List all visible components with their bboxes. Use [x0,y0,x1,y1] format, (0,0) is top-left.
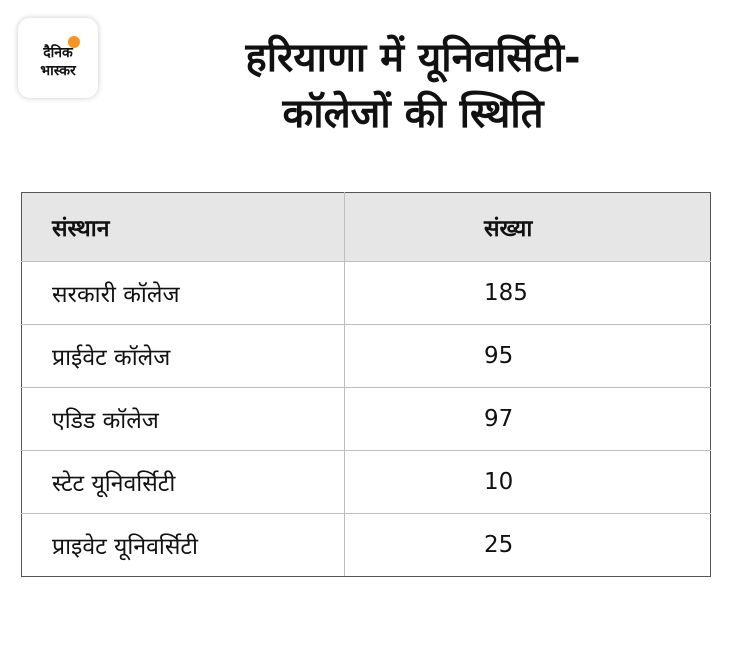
table-row: स्टेट यूनिवर्सिटी 10 [21,450,711,514]
logo-line-2: भास्कर [40,63,76,79]
row-count: 10 [344,450,711,514]
row-count: 185 [344,261,711,325]
table-header-row: संस्थान संख्या [21,192,711,262]
row-name: एडिड कॉलेज [21,387,345,451]
logo-line-1: दैनिक [43,45,73,61]
table-row: प्राइवेट यूनिवर्सिटी 25 [21,513,711,577]
table-row: प्राईवेट कॉलेज 95 [21,324,711,388]
title-line-1: हरियाणा में यूनिवर्सिटी- [245,35,581,81]
header-count: संख्या [344,192,711,262]
row-name: सरकारी कॉलेज [21,261,345,325]
row-count: 97 [344,387,711,451]
table-row: एडिड कॉलेज 97 [21,387,711,451]
row-name: प्राईवेट कॉलेज [21,324,345,388]
table-row: सरकारी कॉलेज 185 [21,261,711,325]
header-institution: संस्थान [21,192,345,262]
dainik-bhaskar-logo: दैनिक भास्कर [18,18,98,98]
row-count: 95 [344,324,711,388]
page-title: हरियाणा में यूनिवर्सिटी- कॉलेजों की स्थि… [118,30,708,142]
row-name: प्राइवेट यूनिवर्सिटी [21,513,345,577]
institutions-table: संस्थान संख्या सरकारी कॉलेज 185 प्राईवेट… [21,192,711,577]
row-count: 25 [344,513,711,577]
row-name: स्टेट यूनिवर्सिटी [21,450,345,514]
sun-dot-icon [68,36,80,48]
title-line-2: कॉलेजों की स्थिति [282,91,544,137]
